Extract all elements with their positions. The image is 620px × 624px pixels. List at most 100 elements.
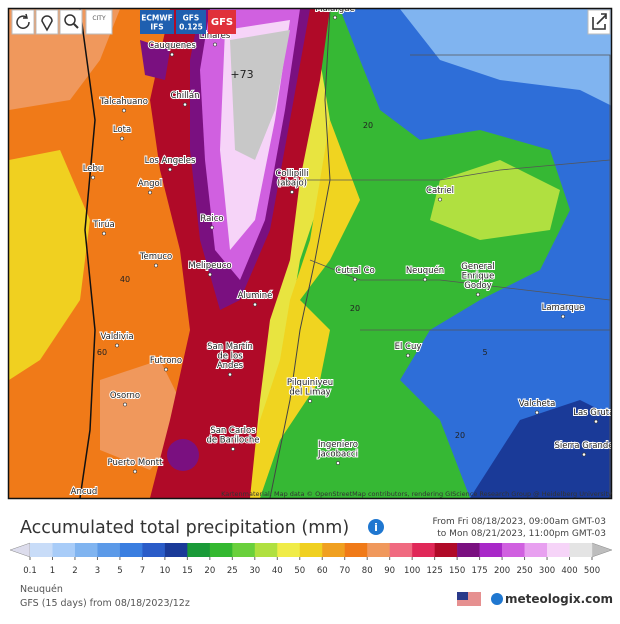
place-dot	[168, 167, 172, 172]
place-label: Malargüe	[315, 4, 354, 14]
place-label: Cauquenes	[148, 41, 196, 51]
region: Neuquén	[20, 584, 63, 595]
model-label: IFS	[150, 23, 163, 32]
model-button[interactable]	[208, 10, 236, 34]
time-from: From Fri 08/18/2023, 09:00am GMT-03	[432, 517, 606, 527]
colorbar-swatch	[232, 543, 256, 557]
model-label: ECMWF	[141, 14, 173, 23]
colorbar-swatch	[74, 543, 98, 557]
place-dot	[213, 42, 217, 47]
colorbar-label: 70	[339, 566, 350, 576]
place-label: Valcheta	[519, 399, 556, 409]
place-label: Lamarque	[542, 303, 585, 313]
place-dot	[120, 136, 124, 141]
colorbar-label: 10	[159, 566, 170, 576]
colorbar-label: 80	[362, 566, 373, 576]
place-label: Raico	[200, 214, 223, 224]
place-dot	[353, 277, 357, 282]
colorbar-label: 300	[539, 566, 555, 576]
colorbar-swatch	[164, 543, 188, 557]
map-frame	[7, 7, 613, 500]
colorbar-swatch	[479, 543, 503, 557]
colorbar-swatch	[412, 543, 435, 557]
colorbar-label: 150	[449, 566, 465, 576]
model-button[interactable]	[140, 10, 174, 34]
place-dot	[164, 367, 168, 372]
place-dot	[476, 292, 480, 297]
place-label: Sierra Grande	[554, 441, 613, 451]
place-label: Osorno	[110, 391, 140, 401]
model-label: 0.125	[179, 23, 203, 32]
place-label: Angol	[138, 179, 162, 189]
city-label: CITY	[92, 15, 106, 22]
colorbar-label: 125	[427, 566, 443, 576]
colorbar-swatch	[547, 543, 570, 557]
colorbar-label: 30	[249, 566, 260, 576]
model-label: GFS	[211, 17, 233, 28]
city-button[interactable]	[85, 9, 113, 35]
place-label: Enrique	[462, 272, 495, 282]
attribution: Kartenmaterial: Map data © OpenStreetMap…	[221, 490, 612, 498]
place-label: Temuco	[139, 252, 173, 262]
contour-label: 5	[482, 348, 487, 357]
place-dot	[438, 197, 442, 202]
zoom-button[interactable]	[59, 9, 83, 35]
place-label: San Carlos	[210, 426, 256, 436]
place-dot	[561, 314, 565, 319]
colorbar-label: 400	[561, 566, 577, 576]
contour-label: 20	[455, 431, 465, 440]
place-label: Ancud	[71, 487, 98, 497]
place-dot	[231, 447, 235, 451]
flag[interactable]	[457, 592, 481, 607]
colorbar-label: 100	[404, 566, 420, 576]
reload-button[interactable]	[11, 9, 35, 35]
info-button[interactable]	[368, 519, 384, 535]
place-dot	[333, 15, 337, 20]
place-label: Futrono	[150, 356, 182, 366]
place-dot	[123, 402, 127, 407]
legend-title: Accumulated total precipitation (mm)	[20, 518, 349, 538]
place-label: General	[461, 262, 495, 272]
brand-logo	[491, 593, 503, 605]
model-button[interactable]	[176, 10, 206, 34]
place-dot	[594, 419, 598, 424]
colorbar-swatch	[142, 543, 166, 557]
place-dot	[170, 52, 174, 57]
colorbar-label: 3	[95, 566, 100, 576]
colorbar-label: 175	[471, 566, 487, 576]
colorbar-swatch	[457, 543, 480, 557]
place-label: Tirúa	[92, 220, 114, 230]
place-label: (abajo)	[277, 179, 307, 189]
place-dot	[308, 399, 312, 403]
place-label: Puerto Montt	[108, 458, 164, 468]
locate-button[interactable]	[35, 9, 59, 35]
colorbar-swatch	[119, 543, 143, 557]
place-label: Talcahuano	[99, 97, 148, 107]
colorbar-label: 60	[317, 566, 328, 576]
place-label: Chillán	[170, 91, 199, 101]
model-run: GFS (15 days) from 08/18/2023/12z	[20, 598, 190, 609]
map[interactable]: MalargüeLinaresCauquenesTalcahuanoChillá…	[9, 4, 620, 502]
colorbar-swatch	[277, 543, 301, 557]
place-label: Lebu	[83, 164, 104, 174]
place-label: Catriel	[426, 186, 454, 196]
place-label: Lota	[113, 125, 131, 135]
colorbar-swatch	[299, 543, 323, 557]
place-dot	[208, 272, 212, 277]
colorbar-swatch	[322, 543, 346, 557]
contour-label: 60	[97, 348, 107, 357]
colorbar-swatch	[367, 543, 390, 557]
colorbar-swatch	[502, 543, 525, 557]
place-label: Godoy	[464, 281, 491, 291]
place-dot	[423, 277, 427, 282]
place-label: Los Angeles	[145, 156, 196, 166]
brand: meteologix.com	[505, 592, 613, 606]
place-dot	[582, 452, 586, 457]
place-dot	[122, 108, 126, 113]
colorbar-swatch	[52, 543, 76, 557]
place-label: San Martín	[207, 342, 253, 352]
place-dot	[154, 263, 158, 268]
place-label: Melipeuco	[188, 261, 231, 271]
